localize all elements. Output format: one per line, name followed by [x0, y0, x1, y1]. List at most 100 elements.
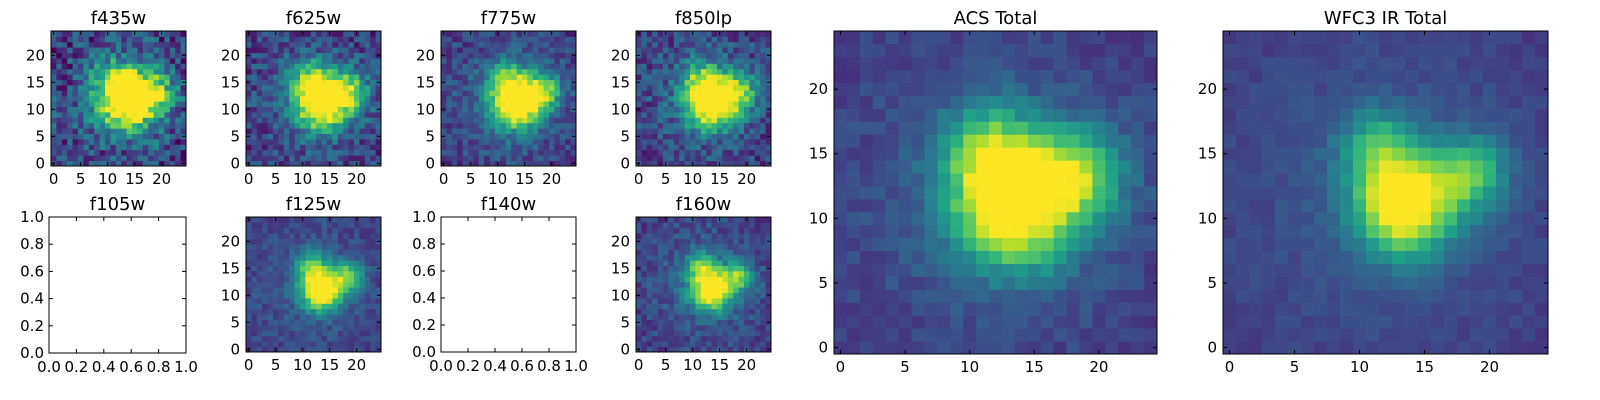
heatmap-cell — [327, 133, 333, 140]
heatmap-cell — [121, 58, 127, 64]
heatmap-cell — [278, 308, 285, 315]
heatmap-cell — [711, 58, 718, 64]
heatmap-cell — [700, 74, 707, 80]
heatmap-cell — [668, 79, 675, 86]
heatmap-cell — [679, 79, 685, 86]
heatmap-cell — [1066, 56, 1080, 71]
heatmap-cell — [495, 68, 501, 75]
heatmap-cell — [321, 74, 328, 80]
heatmap-cell — [283, 227, 290, 234]
heatmap-cell — [370, 335, 376, 342]
heatmap-cell — [1027, 121, 1042, 135]
heatmap-cell — [690, 95, 696, 102]
heatmap-cell — [636, 287, 642, 293]
heatmap-cell — [278, 346, 285, 353]
heatmap-cell — [256, 63, 263, 70]
heatmap-cell — [636, 149, 642, 156]
heatmap-cell — [1144, 69, 1158, 84]
heatmap-cell — [180, 74, 187, 80]
heatmap-cell — [478, 149, 485, 156]
heatmap-cell — [673, 233, 680, 239]
heatmap-cell — [78, 52, 84, 59]
heatmap-cell — [834, 263, 848, 277]
heatmap-cell — [105, 122, 111, 129]
x-tick-label: 5 — [271, 356, 281, 374]
heatmap-cell — [700, 217, 707, 223]
panel-title-f125w: f125w — [286, 194, 341, 215]
heatmap-cell — [744, 238, 750, 245]
heatmap-cell — [468, 106, 474, 113]
heatmap-cell — [289, 244, 295, 250]
heatmap-cell — [457, 160, 463, 167]
heatmap-cell — [473, 133, 480, 140]
heatmap-cell — [289, 346, 295, 353]
heatmap-cell — [337, 106, 344, 113]
heatmap-cell — [898, 341, 912, 355]
heatmap-cell — [652, 144, 658, 151]
heatmap-cell — [300, 63, 306, 70]
heatmap-cell — [646, 149, 653, 156]
heatmap-cell — [262, 335, 268, 342]
heatmap-cell — [332, 155, 339, 161]
heatmap-cell — [950, 341, 964, 355]
heatmap-cell — [457, 79, 463, 86]
heatmap-cell — [527, 63, 534, 70]
heatmap-cell — [332, 335, 339, 342]
heatmap-cell — [99, 160, 106, 167]
heatmap-cell — [251, 303, 258, 310]
heatmap-cell — [105, 106, 111, 113]
heatmap-cell — [283, 68, 290, 75]
heatmap-cell — [749, 233, 756, 239]
heatmap-cell — [1392, 237, 1406, 252]
heatmap-cell — [332, 260, 339, 266]
heatmap-cell — [652, 233, 658, 239]
heatmap-cell — [1327, 263, 1341, 277]
heatmap-cell — [121, 112, 127, 118]
heatmap-cell — [262, 227, 268, 234]
heatmap-cell — [321, 319, 328, 326]
heatmap-cell — [500, 85, 507, 91]
heatmap-cell — [641, 52, 648, 59]
heatmap-cell — [327, 90, 333, 97]
heatmap-cell — [684, 160, 691, 167]
heatmap-cell — [641, 227, 648, 234]
heatmap-cell — [744, 68, 750, 75]
heatmap-cell — [251, 139, 258, 145]
heatmap-cell — [679, 31, 685, 37]
heatmap-cell — [148, 90, 154, 97]
x-tick-label: 0.6 — [119, 358, 143, 376]
heatmap-cell — [283, 36, 290, 43]
heatmap-cell — [375, 149, 382, 156]
heatmap-cell — [989, 108, 1003, 122]
heatmap-cell — [657, 325, 664, 331]
heatmap-cell — [1001, 276, 1016, 290]
heatmap-cell — [153, 79, 160, 86]
heatmap-cell — [283, 303, 290, 310]
heatmap-cell — [83, 90, 90, 97]
heatmap-cell — [289, 52, 295, 59]
y-tick-label: 0.2 — [412, 316, 436, 334]
heatmap-cell — [343, 149, 349, 156]
heatmap-cell — [679, 265, 685, 272]
heatmap-cell — [663, 117, 669, 124]
heatmap-cell — [468, 47, 474, 53]
heatmap-cell — [1223, 276, 1237, 290]
heatmap-cell — [673, 319, 680, 326]
heatmap-cell — [478, 122, 485, 129]
heatmap-cell — [646, 308, 653, 315]
heatmap-cell — [1040, 160, 1055, 174]
heatmap-cell — [267, 260, 274, 266]
heatmap-cell — [765, 287, 772, 293]
heatmap-cell — [500, 74, 507, 80]
heatmap-cell — [267, 292, 274, 299]
heatmap-cell — [690, 265, 696, 272]
heatmap-cell — [310, 238, 317, 245]
heatmap-cell — [834, 328, 848, 342]
heatmap-cell — [733, 303, 739, 310]
heatmap-cell — [673, 122, 680, 129]
heatmap-cell — [673, 160, 680, 167]
heatmap-cell — [316, 308, 322, 315]
heatmap-cell — [332, 36, 339, 43]
heatmap-cell — [256, 233, 263, 239]
heatmap-cell — [337, 227, 344, 234]
